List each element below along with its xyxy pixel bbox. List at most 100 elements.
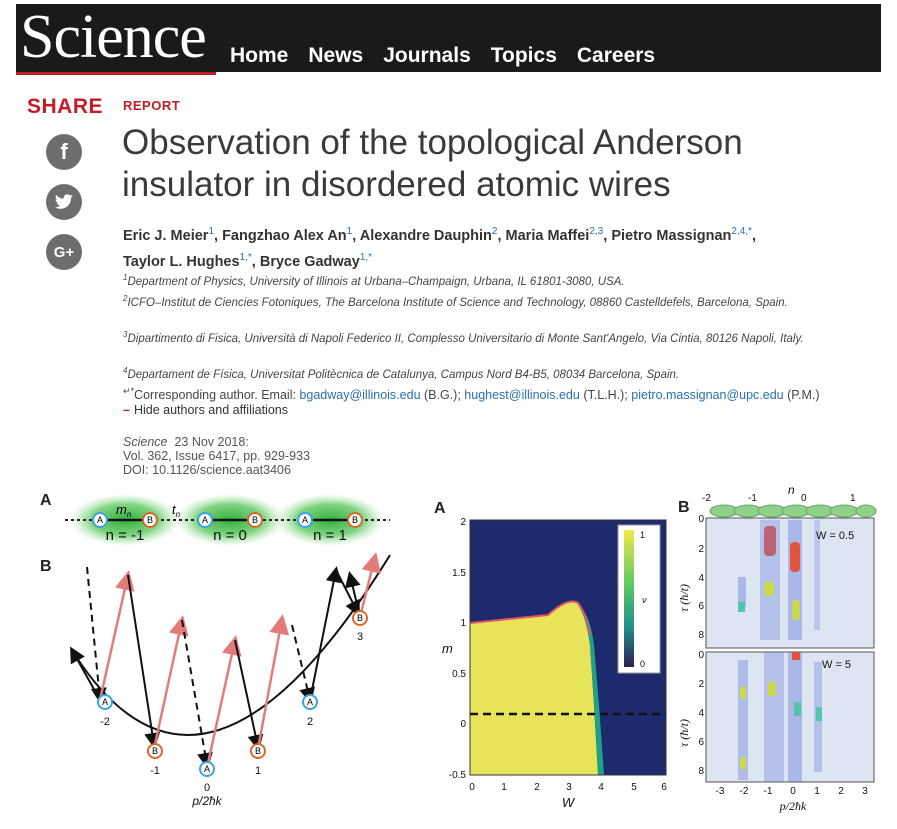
nav-journals[interactable]: Journals: [383, 44, 471, 67]
nav-news[interactable]: News: [308, 44, 364, 67]
author-name[interactable]: Alexandre Dauphin: [359, 227, 492, 244]
top-tick: -1: [748, 493, 757, 504]
nav-home[interactable]: Home: [230, 44, 289, 67]
aff-sup: 3: [123, 330, 128, 339]
red-arrow: [358, 552, 382, 618]
x-axis-label: p/2ħk: [779, 799, 807, 813]
author-name[interactable]: Maria Maffei: [505, 227, 590, 244]
y-tick: 4: [698, 708, 704, 719]
y-tick: 6: [698, 737, 704, 748]
node-label: A: [302, 515, 308, 525]
author-sup[interactable]: 2,4,*: [731, 226, 752, 237]
red-arrow: [205, 635, 242, 769]
cite-date: 23 Nov 2018:: [174, 435, 249, 449]
aff-sup: 4: [123, 366, 128, 375]
author-sup[interactable]: 1,*: [359, 251, 373, 263]
author-name[interactable]: Taylor L. Hughes: [123, 253, 240, 270]
logo-underline: [16, 72, 216, 75]
site-b-node: [247, 512, 263, 528]
dashed-arrow: [86, 566, 107, 704]
dynamics-panels: B n -2 -1 0 1 W = 0.5 W = 5 0 2 4 6 8 0 …: [677, 483, 877, 813]
x-tick: 1: [501, 782, 507, 793]
y-tick: 0: [460, 719, 466, 730]
nav-topics[interactable]: Topics: [490, 44, 557, 67]
y-tick: 1: [460, 618, 466, 629]
author-name[interactable]: Fangzhao Alex An: [222, 227, 347, 244]
momentum-tick: -2: [100, 716, 110, 728]
y-tick: 1.5: [452, 568, 466, 579]
hide-authors-toggle[interactable]: – Hide authors and affiliations: [123, 403, 288, 417]
site-a-node: [197, 512, 213, 528]
x-tick: 5: [631, 782, 637, 793]
momentum-node-a: [302, 694, 318, 710]
main-nav: Home News Journals Topics Careers: [230, 44, 655, 68]
share-label: SHARE: [27, 95, 104, 118]
site-label: n = -1: [106, 527, 145, 544]
affiliation: 1Department of Physics, University of Il…: [123, 270, 843, 290]
colorbar: [624, 530, 634, 667]
x-tick: 2: [838, 786, 844, 797]
y-tick: 0: [698, 650, 704, 661]
email-link[interactable]: hughest@illinois.edu: [464, 388, 580, 403]
aff-text: Departament de Física, Universitat Polit…: [127, 368, 680, 381]
author-sup[interactable]: 2: [491, 226, 498, 237]
author-sup[interactable]: 1: [208, 226, 214, 237]
facebook-icon[interactable]: f: [46, 134, 82, 170]
cite-volume: Vol. 362, Issue 6417, pp. 929-933: [123, 449, 310, 463]
bragg-arrow: [344, 571, 361, 618]
cite-doi[interactable]: DOI: 10.1126/science.aat3406: [123, 463, 291, 477]
author-name[interactable]: Pietro Massignan: [611, 227, 732, 244]
x-tick: 2: [534, 782, 540, 793]
author-sup[interactable]: 1,*: [239, 251, 252, 263]
colorbar-tick: 0: [640, 659, 645, 669]
site-b-node: [347, 512, 363, 528]
panel-b-label: B: [678, 499, 690, 516]
email-link[interactable]: bgadway@illinois.edu: [299, 388, 421, 403]
phase-boundary-line: [469, 600, 591, 636]
twitter-icon[interactable]: [46, 184, 82, 220]
momentum-node-b: [250, 743, 266, 759]
affiliation: 4Departament de Física, Universitat Poli…: [123, 363, 843, 383]
top-axis-label: n: [788, 483, 795, 497]
science-logo[interactable]: Science: [20, 3, 207, 71]
author-name[interactable]: Eric J. Meier: [123, 227, 209, 244]
article-type: REPORT: [123, 98, 181, 113]
affiliation: 3Dipartimento di Fisica, Università di N…: [123, 327, 843, 347]
author-sup[interactable]: 2,3: [589, 226, 604, 237]
aff-text: ICFO–Institut de Ciencies Fotoniques, Th…: [127, 296, 788, 309]
y-tick: 4: [698, 573, 704, 584]
panel-b-label: B: [40, 558, 52, 575]
y-axis-label: m: [442, 641, 453, 656]
momentum-tick: 3: [357, 631, 363, 643]
top-tick: -2: [702, 493, 711, 504]
plot-frame: [469, 519, 667, 776]
node-label: A: [97, 515, 103, 525]
svg-text:B: B: [152, 746, 158, 756]
dynamics-panel-bottom: [705, 651, 875, 783]
y-tick: 0.5: [452, 669, 466, 680]
mn-label: mn: [116, 502, 132, 519]
hide-label: Hide authors and affiliations: [133, 403, 288, 417]
x-tick: -2: [740, 786, 749, 797]
momentum-node-a: [97, 694, 113, 710]
y-tick: 2: [460, 517, 466, 528]
momentum-tick: 1: [255, 765, 261, 777]
svg-text:A: A: [307, 697, 313, 707]
colorbar-tick: 1: [640, 530, 645, 540]
bragg-arrow: [309, 566, 342, 701]
panel-a-label: A: [434, 500, 446, 517]
transition-band: [578, 605, 604, 775]
site-label: n = 1: [313, 527, 347, 544]
tn-label: tn: [172, 502, 181, 519]
dashed-arrow: [291, 624, 315, 704]
cite-journal: Science: [123, 435, 168, 449]
email-link[interactable]: pietro.massignan@upc.edu: [631, 388, 784, 403]
author-name[interactable]: Bryce Gadway: [259, 253, 360, 270]
site-a-node: [92, 512, 108, 528]
x-tick: 1: [814, 786, 820, 797]
google-plus-icon[interactable]: G+: [46, 234, 82, 270]
node-label: B: [252, 515, 258, 525]
author-sup[interactable]: 1: [346, 226, 353, 237]
nav-careers[interactable]: Careers: [576, 44, 656, 67]
corr-prefix: Corresponding author. Email:: [134, 388, 300, 403]
